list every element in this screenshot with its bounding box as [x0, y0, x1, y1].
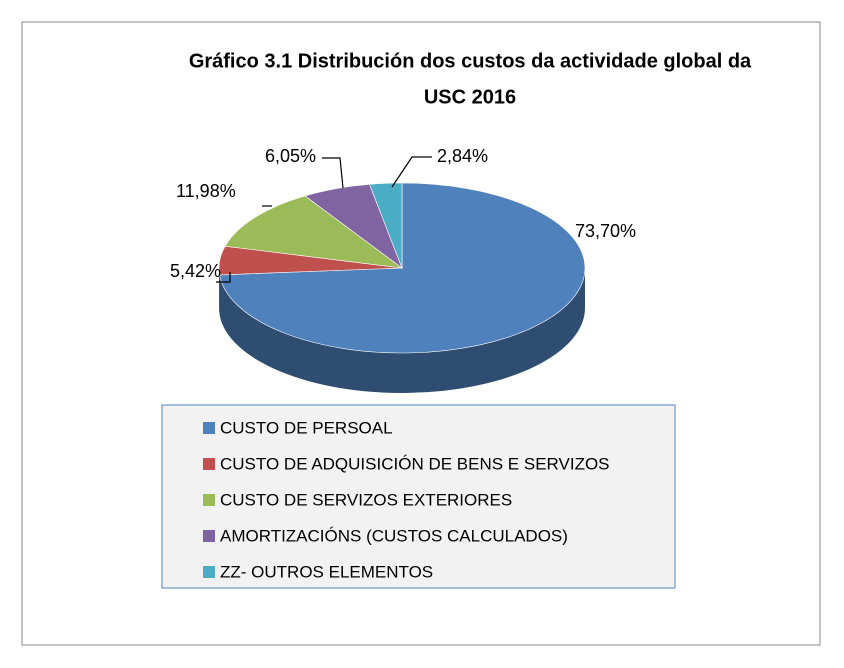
- data-label: 6,05%: [265, 146, 316, 166]
- leader-line: [391, 156, 432, 188]
- legend-swatch: [203, 458, 215, 470]
- legend-swatch: [203, 530, 215, 542]
- legend-label: CUSTO DE ADQUISICIÓN DE BENS E SERVIZOS: [220, 454, 610, 473]
- chart-title: Gráfico 3.1 Distribución dos custos da a…: [189, 50, 752, 72]
- leader-line: [216, 272, 231, 283]
- data-label: 11,98%: [176, 181, 236, 201]
- leader-line: [322, 157, 344, 189]
- slice: [369, 182, 403, 269]
- chart-title: USC 2016: [424, 86, 516, 108]
- legend-label: AMORTIZACIÓNS (CUSTOS CALCULADOS): [220, 526, 568, 545]
- slice-side: [219, 268, 220, 315]
- legend-swatch: [203, 494, 215, 506]
- legend-swatch: [203, 422, 215, 434]
- legend-label: CUSTO DE PERSOAL: [220, 418, 393, 437]
- legend-box: [161, 404, 676, 589]
- legend-label: CUSTO DE SERVIZOS EXTERIORES: [220, 490, 512, 509]
- data-label: 5,42%: [170, 261, 221, 281]
- legend-label: ZZ- OUTROS ELEMENTOS: [220, 562, 433, 581]
- slice: [224, 195, 404, 269]
- data-label: 2,84%: [437, 146, 488, 166]
- data-label: 73,70%: [575, 221, 636, 241]
- slice-side: [219, 268, 585, 394]
- legend-swatch: [203, 566, 215, 578]
